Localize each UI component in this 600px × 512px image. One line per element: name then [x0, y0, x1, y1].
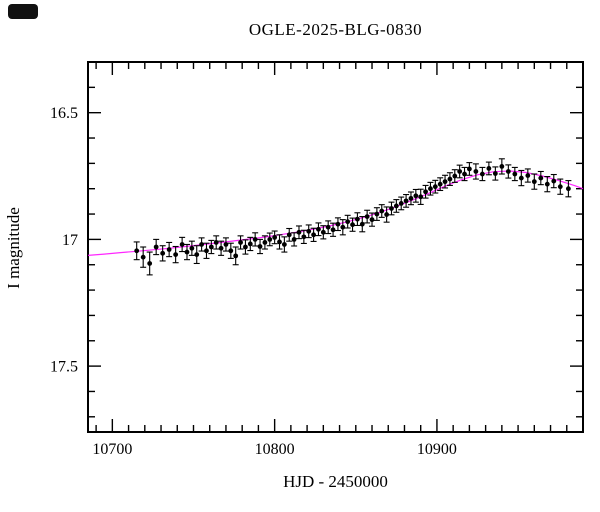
data-point — [262, 240, 268, 245]
data-point — [184, 249, 190, 255]
corner-artifact — [8, 4, 38, 19]
data-point — [466, 166, 472, 172]
y-tick-label: 17.5 — [50, 359, 78, 376]
data-point — [189, 245, 195, 251]
data-point — [389, 206, 394, 211]
data-point — [531, 179, 537, 185]
data-point — [345, 219, 351, 225]
data-point — [379, 208, 385, 214]
data-point — [296, 229, 302, 235]
data-point — [557, 184, 563, 190]
data-point — [505, 169, 511, 174]
data-point — [418, 194, 424, 200]
data-point — [228, 248, 234, 254]
data-point — [518, 175, 524, 181]
data-point — [166, 247, 172, 252]
data-point — [403, 198, 409, 204]
chart-title: OGLE-2025-BLG-0830 — [248, 20, 423, 39]
data-point — [243, 244, 248, 250]
data-point — [437, 181, 443, 187]
data-point — [335, 221, 341, 227]
data-point — [512, 171, 518, 177]
data-point — [428, 186, 433, 192]
data-point — [213, 240, 219, 245]
data-point — [325, 224, 331, 230]
data-point — [492, 171, 498, 176]
data-point — [223, 242, 229, 247]
model-curve — [87, 170, 584, 256]
data-point — [413, 193, 419, 199]
data-point — [499, 164, 505, 169]
data-point — [330, 227, 336, 233]
data-point — [350, 222, 355, 228]
data-point — [423, 189, 428, 195]
data-point — [432, 184, 438, 190]
data-point — [272, 234, 278, 240]
data-point — [179, 242, 185, 247]
data-point — [355, 216, 360, 222]
data-point — [447, 176, 453, 182]
y-tick-label: 17 — [62, 232, 78, 249]
data-point — [384, 212, 390, 217]
x-axis-label: HJD - 2450000 — [283, 472, 388, 491]
x-tick-label: 10700 — [92, 441, 132, 458]
data-point — [301, 234, 307, 240]
data-point — [340, 224, 346, 230]
data-point — [525, 173, 531, 178]
data-point — [457, 169, 463, 174]
x-tick-label: 10800 — [255, 441, 295, 458]
y-tick-label: 16.5 — [50, 105, 78, 122]
data-point — [369, 217, 375, 223]
data-point — [147, 261, 153, 266]
data-point — [173, 252, 179, 258]
data-point — [281, 242, 287, 247]
data-point — [199, 242, 205, 247]
data-point — [160, 250, 166, 256]
data-point — [204, 248, 209, 254]
data-point — [393, 203, 399, 209]
data-point — [544, 181, 550, 187]
data-point — [291, 236, 297, 242]
data-point — [134, 248, 140, 254]
data-point — [316, 226, 321, 232]
data-point — [551, 178, 557, 184]
data-point — [286, 232, 292, 238]
data-point — [408, 195, 414, 201]
data-point — [247, 241, 253, 247]
data-point — [538, 175, 544, 181]
data-point — [359, 221, 365, 227]
data-point — [238, 240, 243, 245]
data-point — [479, 171, 485, 177]
data-point — [462, 171, 467, 177]
data-point — [140, 254, 146, 260]
data-point — [252, 236, 258, 242]
data-point — [267, 236, 273, 242]
data-point — [153, 244, 159, 250]
data-point — [486, 166, 492, 171]
data-point — [320, 229, 326, 235]
data-point — [194, 252, 200, 258]
data-point — [208, 244, 214, 250]
data-point — [218, 245, 224, 251]
data-point — [306, 228, 312, 234]
data-point — [398, 201, 404, 206]
data-point — [257, 244, 263, 249]
x-tick-label: 10900 — [417, 441, 457, 458]
data-point — [364, 214, 370, 219]
data-point — [473, 169, 479, 174]
data-point — [374, 211, 380, 217]
y-axis-label: I magnitude — [4, 207, 23, 289]
data-point — [442, 179, 448, 185]
data-point — [277, 239, 282, 245]
data-point — [452, 173, 458, 179]
data-point — [311, 232, 316, 238]
data-point — [233, 253, 239, 259]
data-point — [565, 186, 571, 192]
